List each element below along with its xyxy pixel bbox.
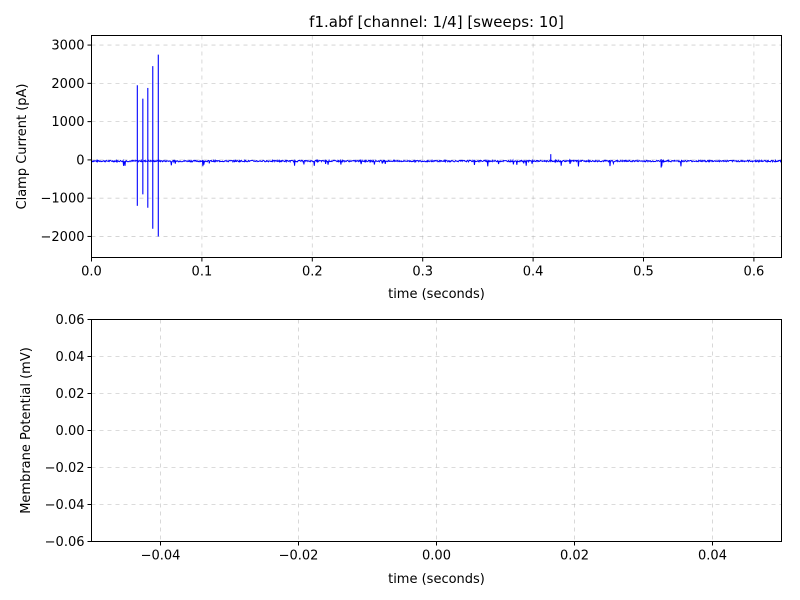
membrane-potential-y-tick-label: −0.02	[45, 461, 85, 476]
clamp-current-y-tick-label: 1000	[51, 115, 84, 130]
clamp-current-x-tick-label: 0.3	[412, 265, 433, 280]
clamp-current-axes: 0.0 0.1 0.2 0.3 0.4 0.5 0.6 −2000 −1000 0 1000 2000…	[15, 35, 782, 302]
clamp-current-x-label: time (seconds)	[388, 287, 485, 302]
membrane-potential-x-tick-label: −0.04	[141, 549, 181, 564]
membrane-potential-grid	[91, 319, 782, 542]
membrane-potential-y-tick-label: −0.06	[45, 535, 85, 550]
clamp-current-y-tick-label: 2000	[51, 77, 84, 92]
clamp-current-y-tick-label: −1000	[41, 192, 85, 207]
chart-title: f1.abf [channel: 1/4] [sweeps: 10]	[309, 13, 564, 31]
clamp-current-trace	[91, 54, 782, 237]
membrane-potential-y-tick-label: 0.02	[56, 387, 85, 402]
clamp-current-baseline-trace	[91, 158, 782, 167]
clamp-current-y-label: Clamp Current (pA)	[15, 84, 30, 210]
membrane-potential-y-tick-label: 0.00	[56, 424, 85, 439]
clamp-current-y-tick-label: 0	[76, 153, 84, 168]
membrane-potential-axes: −0.04 −0.02 0.00 0.02 0.04 −0.06 −0.04 −0.02 0.0…	[19, 313, 782, 587]
membrane-potential-y-tick-label: 0.04	[56, 350, 85, 365]
membrane-potential-x-tick-label: −0.02	[279, 549, 319, 564]
clamp-current-y-tick-label: 3000	[51, 39, 84, 54]
clamp-current-x-tick-label: 0.1	[192, 265, 213, 280]
clamp-current-x-tick-label: 0.2	[302, 265, 323, 280]
clamp-current-x-tick-label: 0.5	[633, 265, 654, 280]
membrane-potential-y-tick-label: −0.04	[45, 498, 85, 513]
clamp-current-x-tick-label: 0.6	[744, 265, 765, 280]
membrane-potential-y-tick-label: 0.06	[56, 313, 85, 328]
membrane-potential-x-tick-label: 0.00	[422, 549, 451, 564]
membrane-potential-x-label: time (seconds)	[388, 572, 485, 587]
clamp-current-x-tick-label: 0.4	[523, 265, 544, 280]
clamp-current-x-tick-label: 0.0	[81, 265, 102, 280]
membrane-potential-y-label: Membrane Potential (mV)	[19, 347, 34, 514]
clamp-current-y-tick-label: −2000	[41, 230, 85, 245]
clamp-current-ticks: 0.0 0.1 0.2 0.3 0.4 0.5 0.6 −2000 −1000 0 1000 2000…	[41, 39, 765, 280]
clamp-current-frame	[91, 35, 782, 258]
membrane-potential-ticks: −0.04 −0.02 0.00 0.02 0.04 −0.06 −0.04 −0.02 0.0…	[45, 313, 727, 564]
clamp-current-grid	[91, 35, 782, 258]
membrane-potential-x-tick-label: 0.04	[698, 549, 727, 564]
clamp-current-trace-group	[91, 54, 782, 237]
membrane-potential-x-tick-label: 0.02	[560, 549, 589, 564]
